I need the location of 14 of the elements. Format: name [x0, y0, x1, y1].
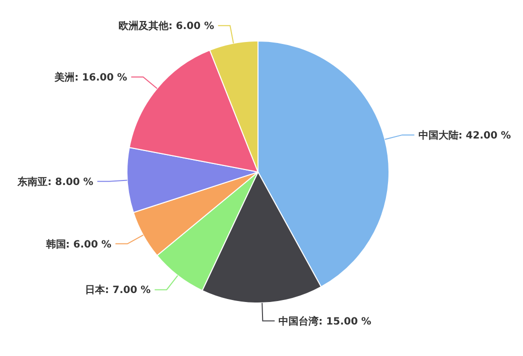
data-label: : 8.00 % [48, 176, 94, 188]
data-label: : 15.00 % [318, 316, 372, 328]
slice-label: 韩国 [44, 238, 66, 250]
slice-label: 中国大陆 [418, 129, 458, 142]
slice-label: 东南亚 [16, 176, 48, 188]
data-label: : 16.00 % [74, 72, 128, 84]
slice-label: 日本 [85, 284, 106, 296]
slice-label: 美洲 [54, 72, 75, 84]
slice-label: 中国台湾 [278, 315, 320, 328]
data-label: : 6.00 % [168, 21, 214, 32]
data-label: : 42.00 % [458, 130, 511, 142]
slice-label: 欧洲及其他 [118, 20, 170, 32]
data-label: : 7.00 % [105, 285, 151, 296]
data-label: : 6.00 % [66, 239, 112, 250]
